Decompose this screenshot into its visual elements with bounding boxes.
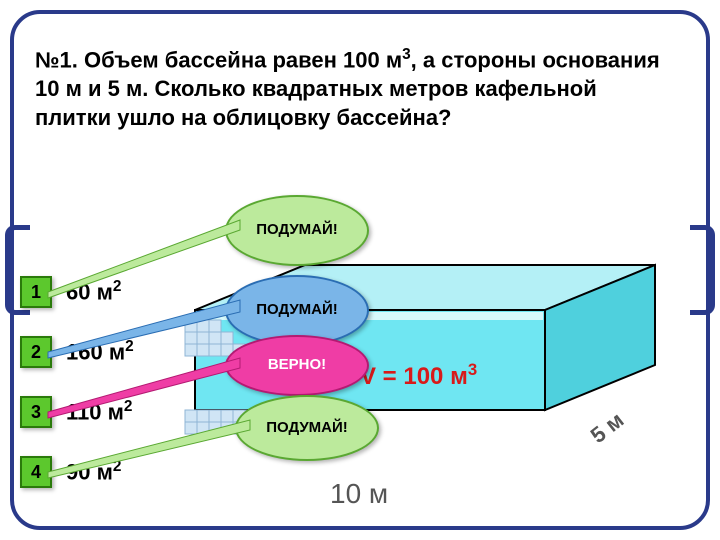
feedback-bubble-3: ПОДУМАЙ! — [235, 395, 379, 461]
answer-option-1[interactable]: 1 60 м2 — [20, 276, 121, 308]
answer-text-3: 110 м2 — [66, 398, 132, 425]
volume-label: V = 100 м3 — [360, 360, 477, 391]
feedback-bubble-2: ВЕРНО! — [225, 335, 369, 396]
answer-option-2[interactable]: 2 160 м2 — [20, 336, 134, 368]
answer-option-4[interactable]: 4 90 м2 — [20, 456, 121, 488]
answer-text-2: 160 м2 — [66, 338, 134, 365]
question-text: №1. Объем бассейна равен 100 м3, а сторо… — [35, 45, 675, 132]
answer-text-4: 90 м2 — [66, 458, 121, 485]
answer-num-2[interactable]: 2 — [20, 336, 52, 368]
answer-num-4[interactable]: 4 — [20, 456, 52, 488]
answer-num-1[interactable]: 1 — [20, 276, 52, 308]
feedback-bubble-0: ПОДУМАЙ! — [225, 195, 369, 266]
answer-text-1: 60 м2 — [66, 278, 121, 305]
dim-10m: 10 м — [330, 478, 388, 510]
answer-num-3[interactable]: 3 — [20, 396, 52, 428]
answer-option-3[interactable]: 3 110 м2 — [20, 396, 132, 428]
